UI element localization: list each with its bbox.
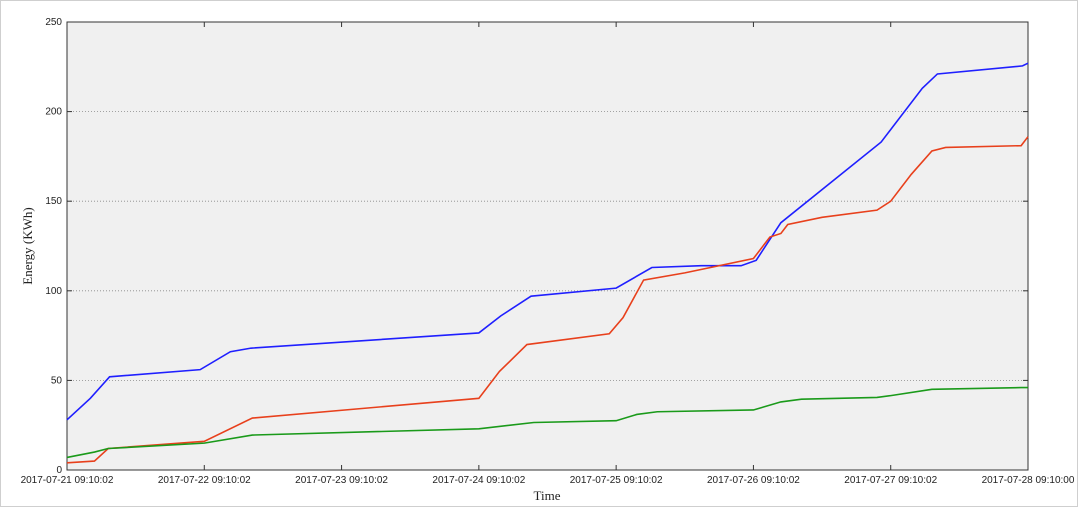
y-axis-label: Energy (KWh) xyxy=(20,207,35,284)
axes-box xyxy=(66,21,1029,471)
x-tick-label: 2017-07-21 09:10:02 xyxy=(21,475,114,486)
x-axis-label: Time xyxy=(534,488,561,503)
plot-area xyxy=(67,22,1028,470)
x-tick-label: 2017-07-27 09:10:02 xyxy=(844,475,937,486)
x-tick-label: 2017-07-23 09:10:02 xyxy=(295,475,388,486)
y-tick-label: 150 xyxy=(45,196,62,207)
x-tick-label: 2017-07-26 09:10:02 xyxy=(707,475,800,486)
y-tick-label: 100 xyxy=(45,286,62,297)
y-tick-label: 250 xyxy=(45,17,62,28)
x-tick-label: 2017-07-24 09:10:02 xyxy=(432,475,525,486)
y-tick-label: 200 xyxy=(45,107,62,118)
x-tick-label: 2017-07-28 09:10:00 xyxy=(982,475,1075,486)
x-tick-label: 2017-07-25 09:10:02 xyxy=(570,475,663,486)
x-tick-label: 2017-07-22 09:10:02 xyxy=(158,475,251,486)
series-line xyxy=(66,136,1029,464)
y-tick-label: 50 xyxy=(51,375,63,386)
series-line xyxy=(66,386,1028,459)
series-line xyxy=(66,62,1029,421)
y-tick-label: 0 xyxy=(56,465,62,476)
